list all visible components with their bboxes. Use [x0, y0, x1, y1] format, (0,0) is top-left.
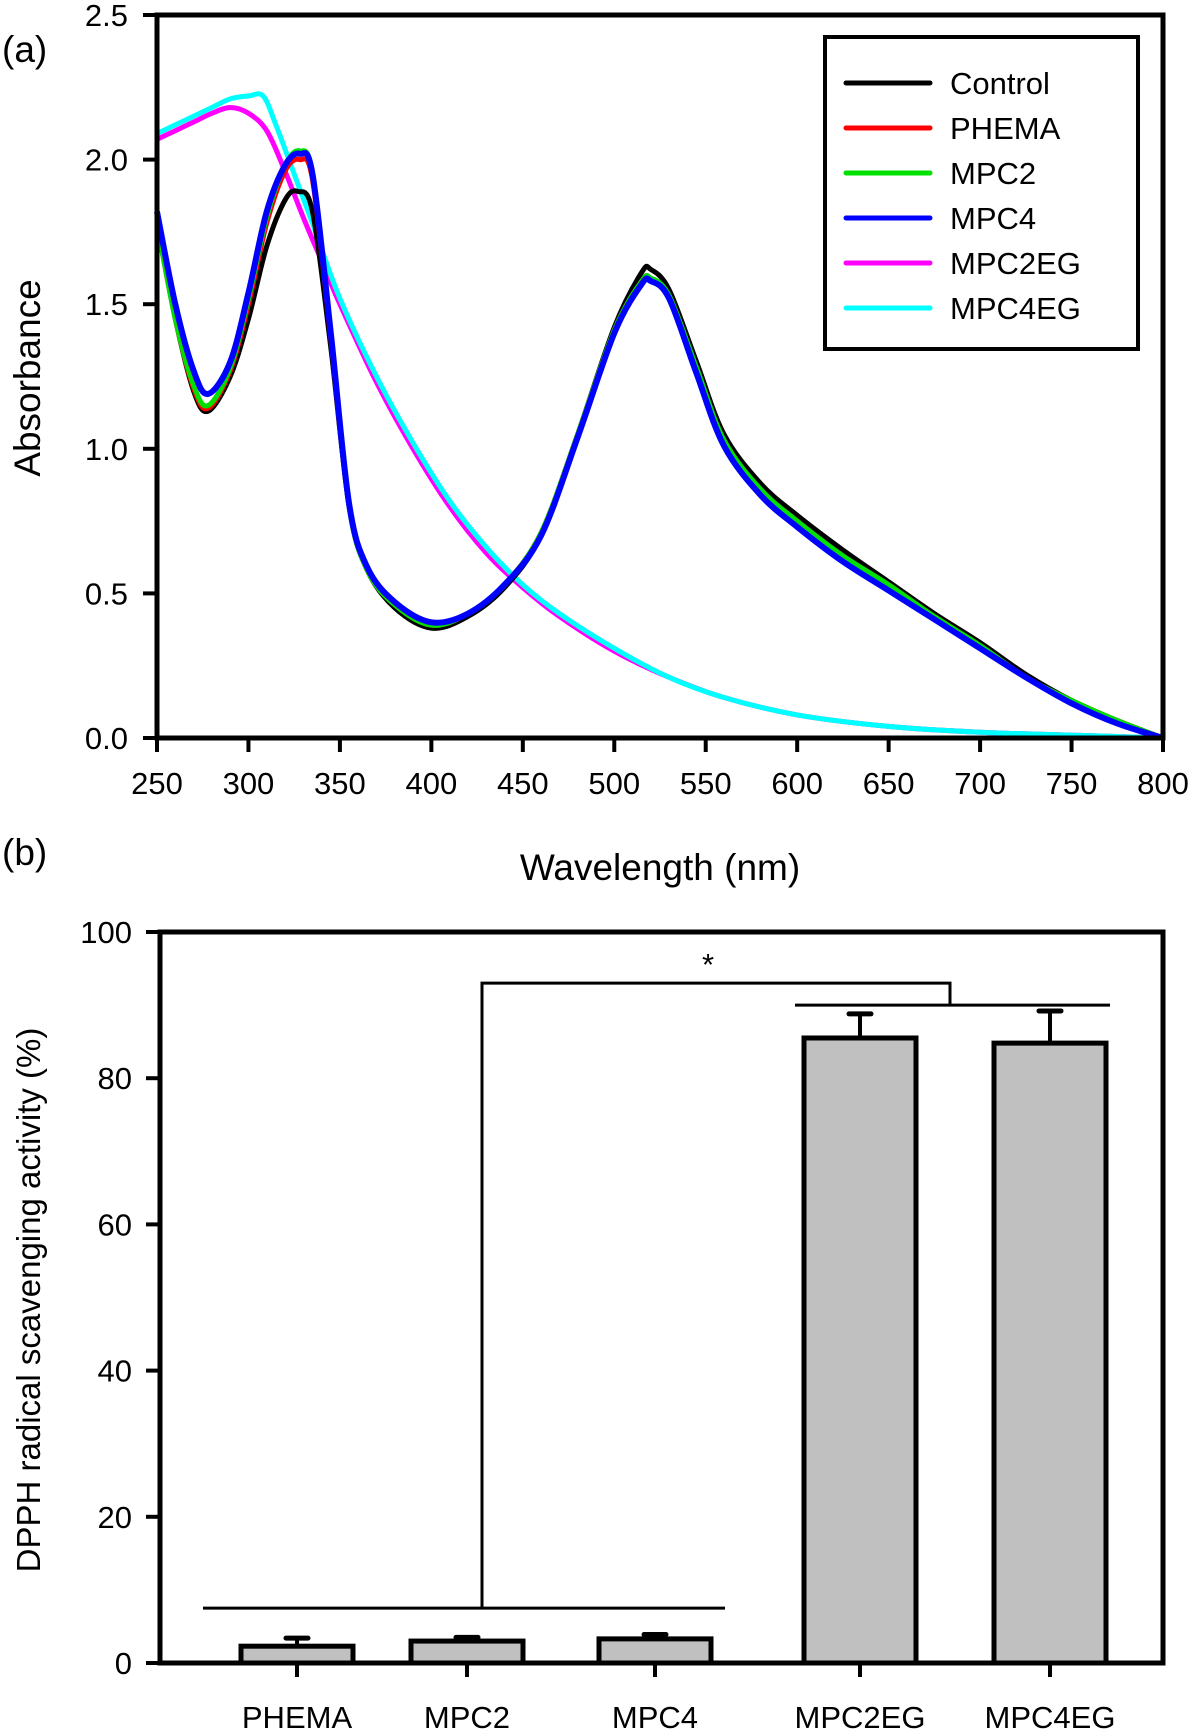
bars — [238, 1008, 1109, 1666]
x-tick-label: 600 — [771, 766, 823, 801]
y-axis: 0.0 0.5 1.0 1.5 2.0 2.5 — [85, 0, 157, 756]
x-tick-label: 650 — [863, 766, 915, 801]
y-tick-label: 0.5 — [85, 576, 128, 611]
significance-brackets: * — [203, 947, 1110, 1610]
category-label-phema: PHEMA — [242, 1700, 353, 1734]
y-axis-title: Absorbance — [7, 279, 48, 476]
y-tick-label: 100 — [80, 915, 132, 950]
x-axis: PHEMA MPC2 MPC4 MPC2EG MPC4EG — [242, 1663, 1116, 1734]
legend-label-phema: PHEMA — [950, 111, 1061, 146]
plot-frame — [157, 929, 1166, 1666]
legend-label-control: Control — [950, 66, 1050, 101]
y-tick-label: 20 — [98, 1500, 132, 1535]
bar-phema — [238, 1643, 356, 1666]
legend-label-mpc2: MPC2 — [950, 156, 1036, 191]
panel-a-label: (a) — [2, 29, 47, 70]
bar-group-mpc2 — [408, 1634, 526, 1666]
x-axis: 250 300 350 400 450 500 550 600 650 700 750 800 — [131, 738, 1189, 801]
bar-group-mpc2eg — [801, 1011, 919, 1666]
x-tick-label: 350 — [314, 766, 366, 801]
category-label-mpc4: MPC4 — [612, 1700, 698, 1734]
significance-bridge — [480, 981, 952, 1609]
legend: Control PHEMA MPC2 MPC4 MPC2EG MPC4EG — [823, 35, 1140, 351]
x-tick-label: 450 — [497, 766, 549, 801]
plot-frame — [154, 12, 1166, 741]
x-axis-title: Wavelength (nm) — [520, 847, 800, 888]
x-tick-label: 700 — [954, 766, 1006, 801]
y-tick-label: 1.5 — [85, 287, 128, 322]
y-tick-label: 40 — [98, 1354, 132, 1389]
category-label-mpc4eg: MPC4EG — [985, 1700, 1116, 1734]
y-tick-label: 2.0 — [85, 143, 128, 178]
bar-mpc2 — [408, 1638, 526, 1666]
x-tick-label: 250 — [131, 766, 183, 801]
legend-label-mpc4eg: MPC4EG — [950, 291, 1081, 326]
series-lines — [154, 91, 1164, 741]
y-tick-label: 0 — [115, 1646, 132, 1681]
y-tick-label: 60 — [98, 1207, 132, 1242]
series-line-mpc4eg — [155, 91, 1164, 741]
bar-group-mpc4 — [596, 1631, 714, 1666]
panel-a-absorbance-chart: (a) 250 300 350 400 450 500 550 600 650 700 750 800… — [2, 0, 1189, 888]
y-tick-label: 80 — [98, 1061, 132, 1096]
x-tick-label: 500 — [588, 766, 640, 801]
category-label-mpc2eg: MPC2EG — [795, 1700, 926, 1734]
bar-mpc2eg — [801, 1035, 919, 1666]
legend-label-mpc2eg: MPC2EG — [950, 246, 1081, 281]
series-line-mpc4 — [154, 150, 1164, 741]
significance-star: * — [702, 947, 714, 982]
bar-group-mpc4eg — [991, 1008, 1109, 1666]
bar-mpc4eg — [991, 1040, 1109, 1666]
y-tick-label: 1.0 — [85, 432, 128, 467]
x-tick-label: 550 — [680, 766, 732, 801]
x-tick-label: 400 — [405, 766, 457, 801]
bar-mpc4 — [596, 1636, 714, 1666]
x-tick-label: 750 — [1046, 766, 1098, 801]
y-tick-label: 2.5 — [85, 0, 128, 33]
legend-box — [823, 35, 1140, 351]
panel-b-dpph-chart: (b) * 0 20 40 60 80 100 PHEMA MPC2 MPC4 MPC2EG MP… — [2, 832, 1166, 1734]
y-tick-label: 0.0 — [85, 721, 128, 756]
y-axis-title: DPPH radical scavenging activity (%) — [10, 1028, 47, 1573]
category-label-mpc2: MPC2 — [424, 1700, 510, 1734]
legend-label-mpc4: MPC4 — [950, 201, 1036, 236]
x-tick-label: 800 — [1137, 766, 1189, 801]
y-axis: 0 20 40 60 80 100 — [80, 915, 160, 1681]
panel-b-label: (b) — [2, 832, 47, 873]
bar-group-phema — [238, 1635, 356, 1666]
x-tick-label: 300 — [223, 766, 275, 801]
